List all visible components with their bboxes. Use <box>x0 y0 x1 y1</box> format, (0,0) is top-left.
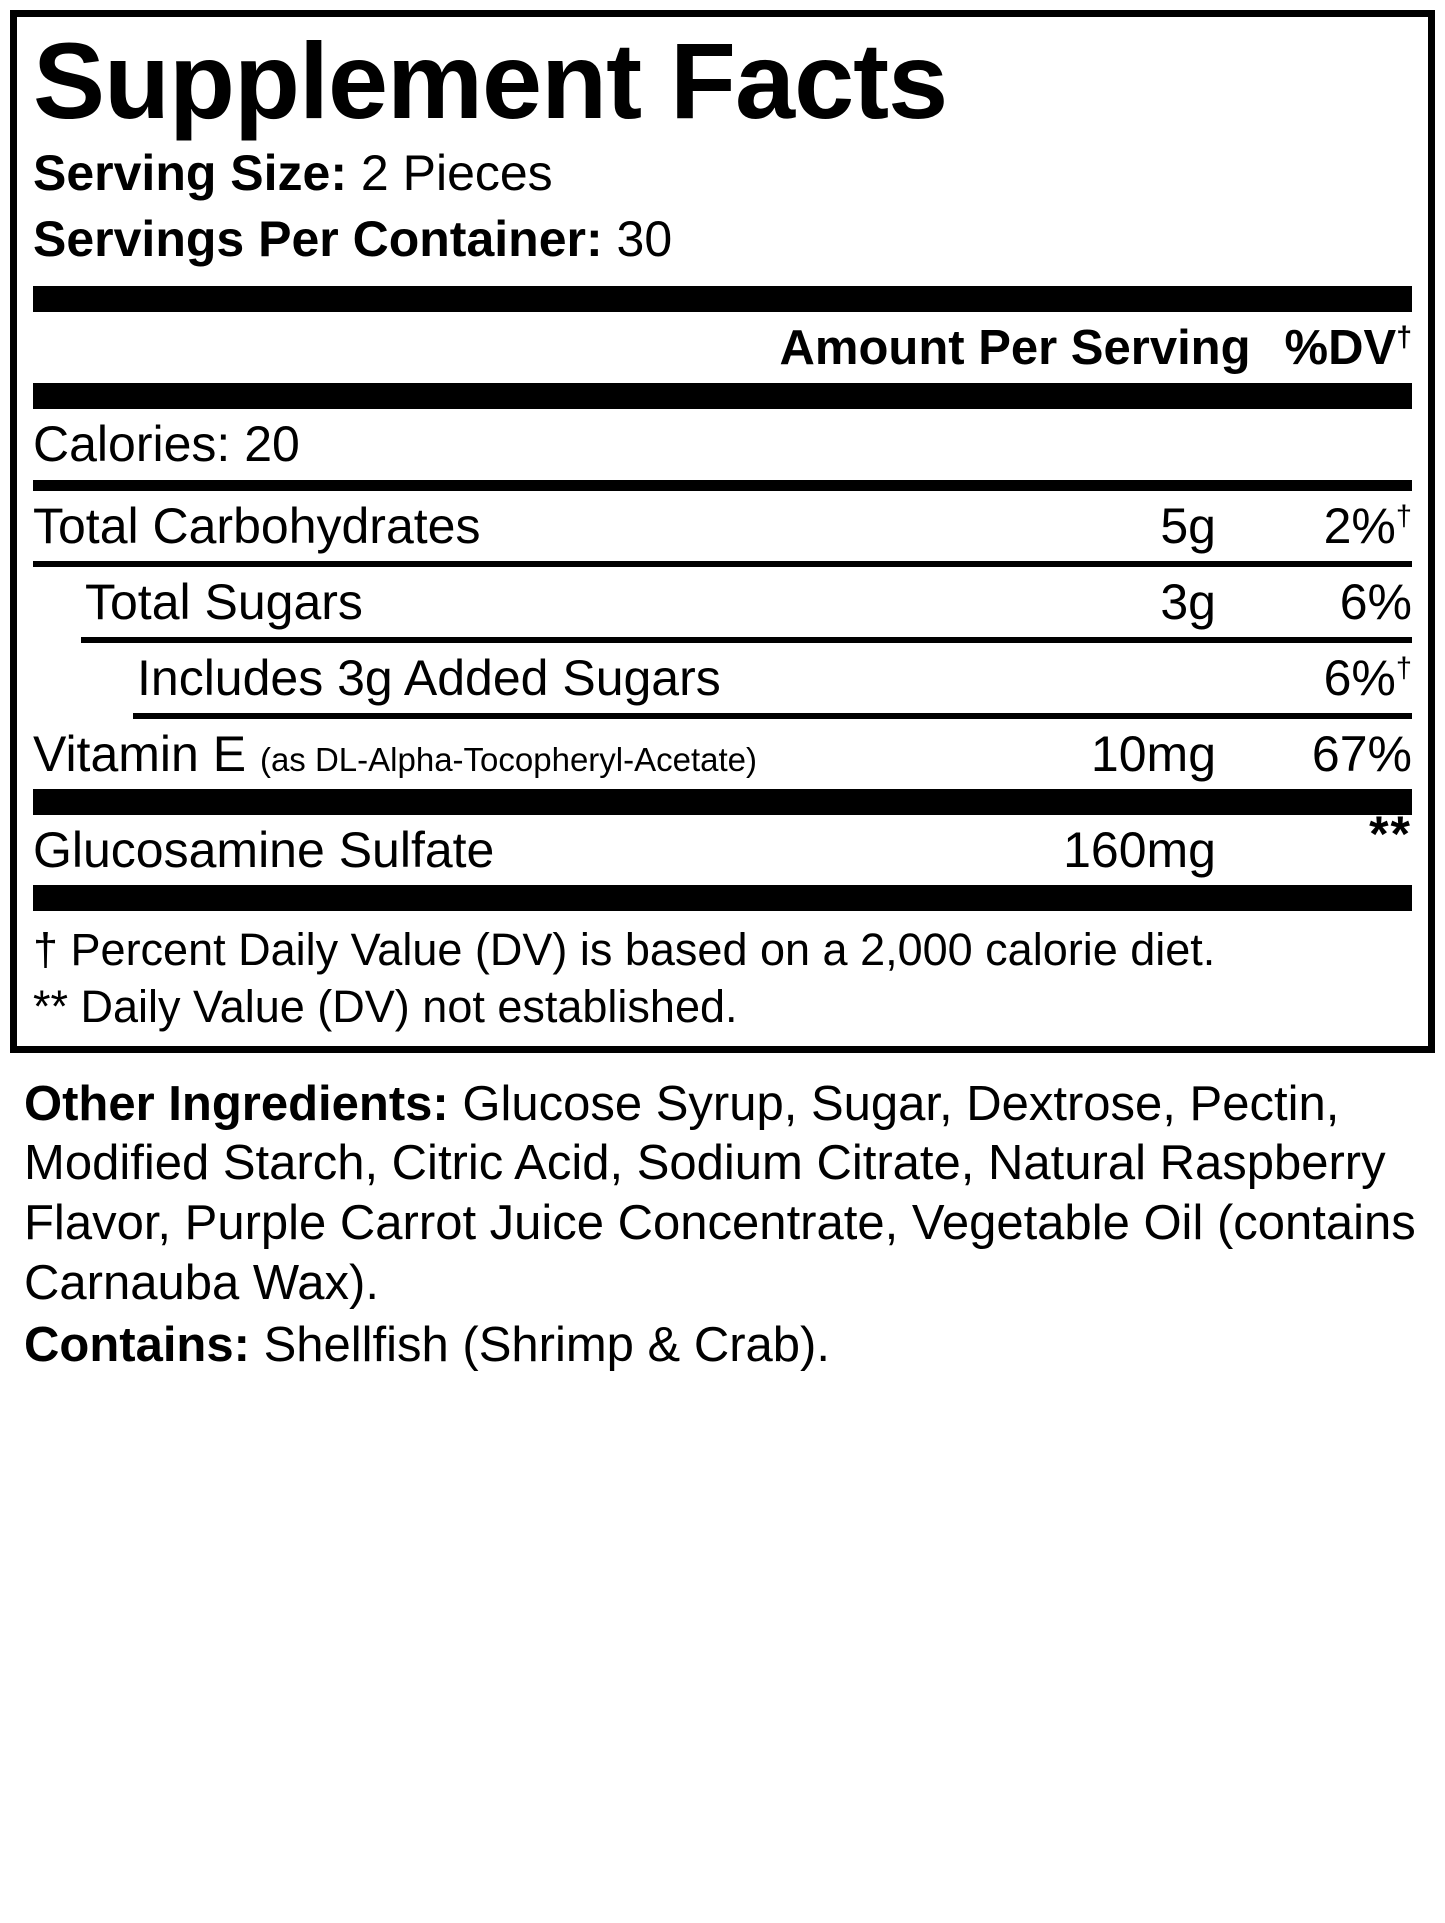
table-row: Glucosamine Sulfate 160mg ** <box>33 806 1412 885</box>
servings-per-container-label: Servings Per Container: <box>33 210 603 267</box>
nutrient-dv: 67% <box>1311 725 1412 782</box>
nutrient-dv: 6%† <box>1323 649 1412 706</box>
contains-paragraph: Contains: Shellfish (Shrimp & Crab). <box>24 1314 1421 1376</box>
nutrient-amount: 3g <box>1160 573 1216 630</box>
table-column-headers: Amount Per Serving %DV† <box>33 312 1412 383</box>
table-row: Vitamin E (as DL-Alpha-Tocopheryl-Acetat… <box>33 719 1412 789</box>
divider-thick-top <box>33 285 1412 312</box>
servings-per-container-line: Servings Per Container: 30 <box>33 206 1412 272</box>
supplement-facts-panel: Supplement Facts Serving Size: 2 Pieces … <box>10 10 1435 1053</box>
divider-after-total-carbohydrates <box>33 560 1412 567</box>
page-title: Supplement Facts <box>33 20 948 141</box>
nutrient-name: Total Sugars <box>85 573 363 630</box>
serving-size-line: Serving Size: 2 Pieces <box>33 140 1412 206</box>
serving-size-label: Serving Size: <box>33 144 347 201</box>
dagger-marker: † <box>1395 499 1412 532</box>
divider-after-calories <box>33 479 1412 491</box>
footnote-daily-value: † Percent Daily Value (DV) is based on a… <box>33 923 1216 975</box>
footnote-not-established: ** Daily Value (DV) not established. <box>33 981 738 1033</box>
contains-text: Shellfish (Shrimp & Crab). <box>263 1317 830 1372</box>
nutrient-amount: 5g <box>1160 497 1216 554</box>
contains-label: Contains: <box>24 1317 250 1372</box>
dagger-marker: † <box>1396 321 1412 354</box>
dagger-marker: † <box>1395 651 1412 684</box>
divider-thick-before-glucosamine <box>33 788 1412 815</box>
other-ingredients-text: Glucose Syrup, Sugar, Dextrose, Pectin, … <box>24 1076 1416 1311</box>
servings-per-container-value: 30 <box>616 210 673 267</box>
divider-after-total-sugars <box>81 636 1412 643</box>
nutrient-name: Total Carbohydrates <box>33 497 481 554</box>
calories-row: Calories: 20 <box>33 409 1412 480</box>
table-row: Total Carbohydrates 5g 2%† <box>33 491 1412 561</box>
other-ingredients-label: Other Ingredients: <box>24 1076 449 1131</box>
footnotes: † Percent Daily Value (DV) is based on a… <box>33 911 1412 1046</box>
nutrient-dv: ** <box>1369 805 1412 862</box>
calories-value: 20 <box>244 415 300 472</box>
serving-size-value: 2 Pieces <box>360 144 553 201</box>
divider-thick-header <box>33 382 1412 409</box>
serving-info: Serving Size: 2 Pieces Servings Per Cont… <box>33 140 1412 286</box>
divider-after-added-sugars <box>133 712 1412 719</box>
nutrient-source-note: (as DL-Alpha-Tocopheryl-Acetate) <box>259 740 758 778</box>
nutrient-name: Vitamin E (as DL-Alpha-Tocopheryl-Acetat… <box>33 725 758 782</box>
calories-label: Calories: <box>33 415 231 472</box>
nutrient-name: Includes 3g Added Sugars <box>137 649 721 706</box>
table-row: Total Sugars 3g 6% <box>33 567 1412 637</box>
nutrient-name: Glucosamine Sulfate <box>33 821 495 878</box>
other-ingredients-block: Other Ingredients: Glucose Syrup, Sugar,… <box>10 1053 1435 1376</box>
nutrient-amount: 10mg <box>1090 725 1216 782</box>
table-row: Includes 3g Added Sugars 6%† <box>33 643 1412 713</box>
divider-thick-bottom <box>33 884 1412 911</box>
other-ingredients-paragraph: Other Ingredients: Glucose Syrup, Sugar,… <box>24 1075 1421 1314</box>
nutrient-dv: 2%† <box>1323 497 1412 554</box>
nutrient-amount: 160mg <box>1063 821 1216 878</box>
nutrient-dv: 6% <box>1339 573 1412 630</box>
column-header-percent-dv: %DV† <box>1284 320 1412 375</box>
column-header-amount-per-serving: Amount Per Serving <box>779 320 1251 375</box>
